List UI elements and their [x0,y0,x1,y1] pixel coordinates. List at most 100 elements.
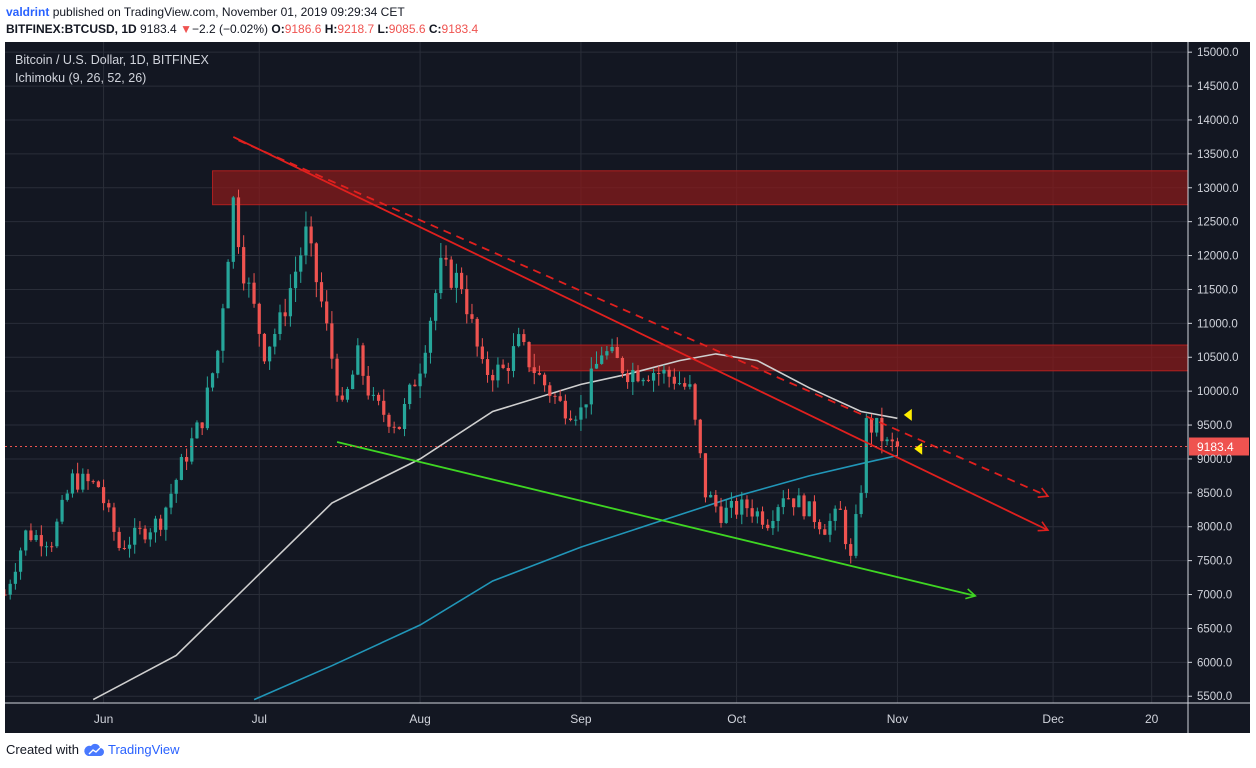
candle [823,529,827,535]
candle [683,383,687,387]
candle [641,379,645,382]
candle [600,355,604,364]
open-value: 9186.6 [284,22,322,36]
candle [563,400,567,419]
candle [366,375,370,396]
candle [159,518,163,530]
candle [148,532,152,540]
price-axis [1188,42,1250,733]
candle [50,546,54,548]
candle [506,368,510,371]
y-tick-label: 6500.0 [1197,623,1232,635]
candle [709,494,713,498]
y-tick-label: 14500.0 [1197,81,1239,93]
tradingview-cloud-icon [84,743,104,756]
candle [361,345,365,376]
candle [444,257,448,260]
candle [273,334,277,347]
candle [740,499,744,515]
candle [579,407,583,420]
candle [434,293,438,321]
candle [543,374,547,386]
candle [548,385,552,396]
candle [5,594,7,596]
candle [626,373,630,383]
candle [382,400,386,415]
candle [771,520,775,529]
candle [459,272,464,290]
candle [667,369,671,377]
high-value: 9218.7 [337,22,375,36]
candle [325,301,329,324]
marker-triangle-icon [903,408,912,421]
candle [236,197,241,248]
y-tick-label: 7500.0 [1197,556,1232,568]
candle [423,352,427,374]
candle [584,404,588,408]
candle [29,530,33,541]
candle [190,438,194,462]
candle [719,506,723,523]
trendline-descending-resistance-wick [238,139,1050,498]
candle [216,350,220,374]
x-tick-label: Aug [409,712,430,726]
candle [262,333,267,362]
candle [755,511,759,517]
candle [864,418,868,493]
y-tick-label: 12000.0 [1197,251,1239,263]
candle [319,282,324,302]
y-tick-label: 7000.0 [1197,590,1232,602]
candle [18,550,23,572]
candle [96,481,101,488]
y-tick-label: 11500.0 [1197,284,1238,296]
candle [314,243,318,283]
y-tick-label: 14000.0 [1197,115,1239,127]
candle [164,507,168,530]
candle [517,334,521,347]
y-tick-label: 15000.0 [1197,47,1239,59]
candle [133,527,137,545]
candle [553,395,557,397]
candle [24,530,28,551]
low-value: 9085.6 [388,22,426,36]
marker-triangle-icon [914,442,923,455]
candle [299,255,303,272]
candle [70,473,75,494]
candle [345,389,350,400]
candle [527,342,531,368]
candle [854,514,858,556]
candle [501,364,505,369]
y-tick-label: 6000.0 [1197,657,1232,669]
candle [662,369,666,374]
candle [34,535,38,541]
candle [812,501,817,523]
tradingview-brand-link[interactable]: TradingView [107,742,180,757]
candle [449,259,453,288]
candle [537,373,542,375]
candle [688,384,692,387]
candle [356,345,360,375]
candle [179,457,184,480]
price-chart[interactable]: 9183.4 5500.0 6000.0 6500.0 7000.0 7500.0 8000… [5,42,1250,733]
candle [776,507,780,521]
author-link[interactable]: valdrint [6,5,50,19]
candle [636,369,640,382]
candle [568,418,573,421]
candle [335,358,339,396]
candle [818,522,822,530]
candle [174,479,178,494]
candle [13,571,17,584]
symbol-label: BITFINEX:BTCUSD, 1D [6,22,137,36]
close-value: 9183.4 [441,22,479,36]
candle [55,521,59,547]
candle [475,318,479,347]
candle [122,548,126,550]
candle [184,457,189,462]
candle [802,495,806,517]
candle [615,346,619,359]
candle [413,384,417,387]
candle [620,358,625,374]
trendline-descending-resistance [232,136,1050,532]
x-tick-label: Sep [570,712,592,726]
candle [833,508,837,521]
